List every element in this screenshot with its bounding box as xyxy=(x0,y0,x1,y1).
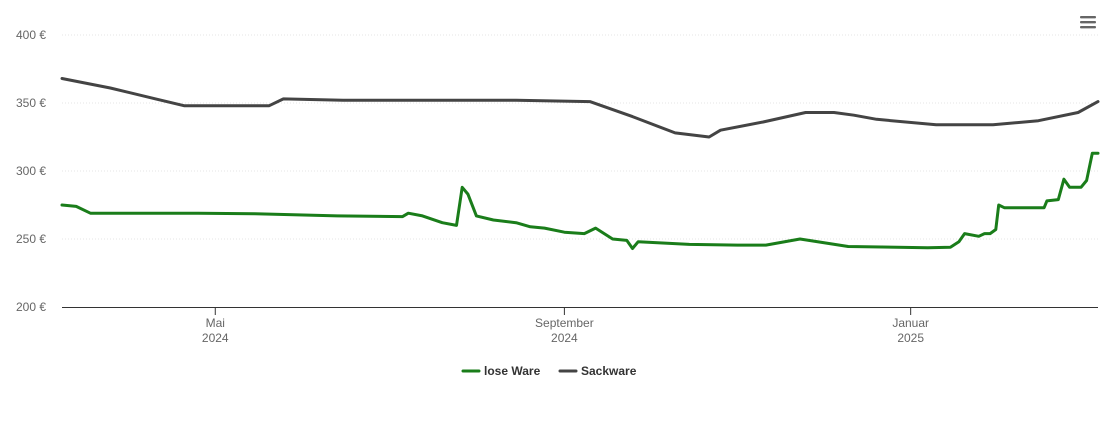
series-lines xyxy=(60,77,1100,250)
x-tick-year: 2025 xyxy=(897,331,924,345)
chart-menu-icon[interactable] xyxy=(1078,12,1098,32)
y-tick-label: 250 € xyxy=(16,232,46,246)
series-line-lose-ware xyxy=(60,151,1100,250)
y-tick-label: 400 € xyxy=(16,28,46,42)
legend: lose Ware Sackware xyxy=(461,364,637,378)
y-tick-label: 300 € xyxy=(16,164,46,178)
y-tick-label: 350 € xyxy=(16,96,46,110)
x-tick-label: Mai xyxy=(206,316,225,330)
x-tick-year: 2024 xyxy=(551,331,578,345)
axes: 200 €250 €300 €350 €400 €Mai2024Septembe… xyxy=(16,28,1098,345)
x-tick-label: Januar xyxy=(892,316,929,330)
legend-label: lose Ware xyxy=(484,364,541,378)
x-tick-label: September xyxy=(535,316,594,330)
series-line-sackware xyxy=(60,77,1100,139)
x-tick-year: 2024 xyxy=(202,331,229,345)
legend-label: Sackware xyxy=(581,364,637,378)
grid xyxy=(62,34,1098,240)
y-tick-label: 200 € xyxy=(16,300,46,314)
